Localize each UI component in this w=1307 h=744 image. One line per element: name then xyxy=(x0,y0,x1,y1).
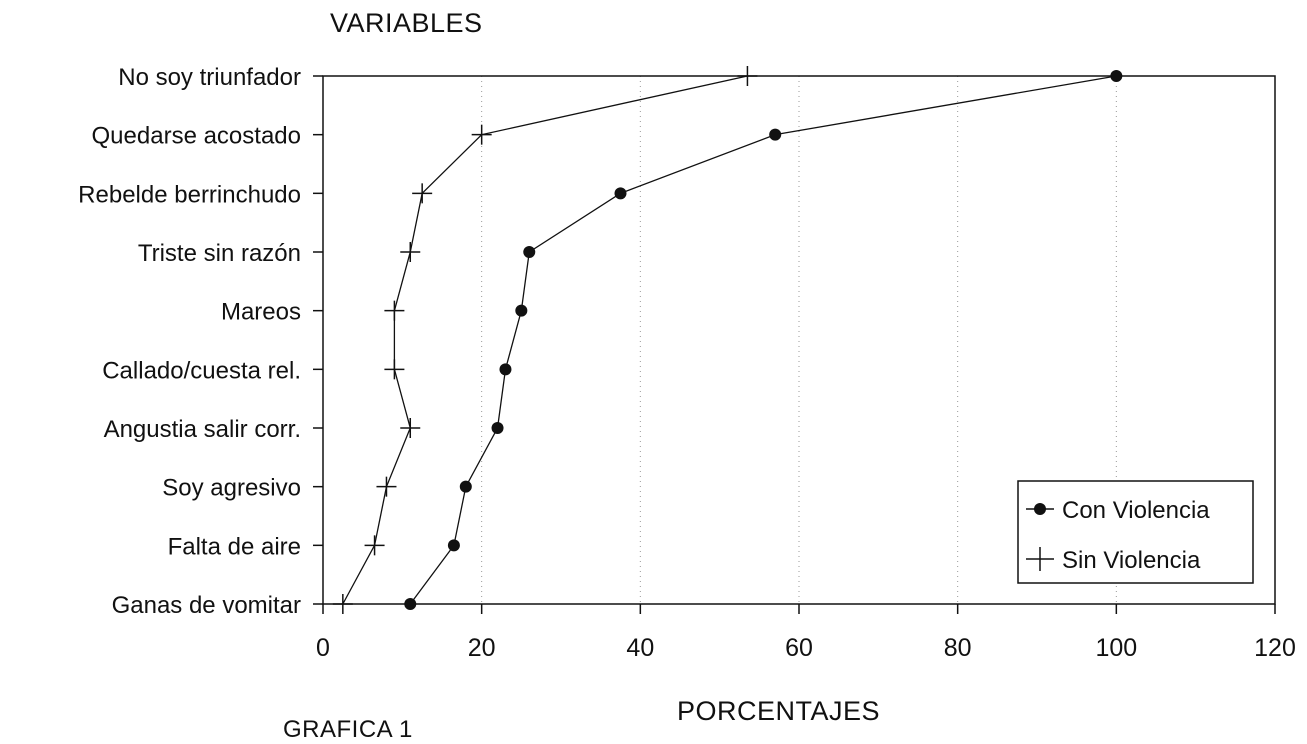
legend-box xyxy=(1017,480,1254,584)
data-point-sin-violencia xyxy=(384,359,405,380)
data-point-con-violencia xyxy=(459,480,472,493)
y-tick-label: Callado/cuesta rel. xyxy=(102,357,301,384)
data-point-con-violencia xyxy=(499,363,512,376)
data-point-sin-violencia xyxy=(332,594,353,614)
data-point-con-violencia xyxy=(1110,70,1123,82)
x-tick-label: 60 xyxy=(785,634,813,662)
x-tick-label: 40 xyxy=(626,634,654,662)
y-tick-label: Angustia salir corr. xyxy=(104,416,301,443)
data-point-con-violencia xyxy=(404,598,417,610)
y-axis-title: VARIABLES xyxy=(330,8,483,38)
legend-marker-dot xyxy=(1034,503,1046,515)
x-tick-label: 100 xyxy=(1095,634,1137,662)
series-line-sin-violencia xyxy=(342,75,748,605)
figure-caption: GRAFICA 1 xyxy=(283,716,413,743)
data-point-con-violencia xyxy=(491,422,504,434)
data-point-sin-violencia xyxy=(400,242,421,262)
data-point-sin-violencia xyxy=(412,183,433,204)
y-tick-label: Mareos xyxy=(221,299,301,326)
chart: No soy triunfador Quedarse acostado Rebeld… xyxy=(78,64,1296,662)
data-point-con-violencia xyxy=(447,539,460,552)
data-point-sin-violencia xyxy=(376,476,397,497)
y-tick-label: Falta de aire xyxy=(168,533,301,560)
data-point-sin-violencia xyxy=(471,124,492,145)
legend-label: Sin Violencia xyxy=(1062,547,1201,574)
x-tick-label: 80 xyxy=(944,634,972,662)
data-point-sin-violencia xyxy=(737,66,758,86)
y-tick-label: Rebelde berrinchudo xyxy=(78,181,301,208)
data-point-con-violencia xyxy=(769,128,782,141)
data-point-con-violencia xyxy=(523,246,536,258)
data-point-sin-violencia xyxy=(384,300,405,321)
x-axis: 0 20 40 60 80 100 120 xyxy=(316,604,1296,662)
legend-label: Con Violencia xyxy=(1062,497,1210,524)
data-point-sin-violencia xyxy=(364,535,385,556)
series-line-con-violencia xyxy=(409,75,1117,605)
x-tick-label: 0 xyxy=(316,634,330,662)
x-tick-label: 120 xyxy=(1254,634,1296,662)
data-point-con-violencia xyxy=(515,304,528,317)
y-tick-label: Ganas de vomitar xyxy=(112,592,301,619)
x-tick-label: 20 xyxy=(468,634,496,662)
legend: Con Violencia Sin Violencia xyxy=(1017,480,1254,584)
data-point-con-violencia xyxy=(614,187,627,200)
y-tick-label: Soy agresivo xyxy=(162,475,301,502)
legend-entry: Sin Violencia xyxy=(1026,547,1201,574)
legend-entry: Con Violencia xyxy=(1026,497,1210,524)
y-tick-label: Triste sin razón xyxy=(138,240,301,267)
y-tick-label: No soy triunfador xyxy=(118,64,301,91)
series xyxy=(332,66,1123,614)
y-axis: No soy triunfador Quedarse acostado Rebeld… xyxy=(78,64,323,619)
y-tick-label: Quedarse acostado xyxy=(92,123,301,150)
data-point-sin-violencia xyxy=(400,418,421,438)
x-axis-title: PORCENTAJES xyxy=(677,696,881,726)
